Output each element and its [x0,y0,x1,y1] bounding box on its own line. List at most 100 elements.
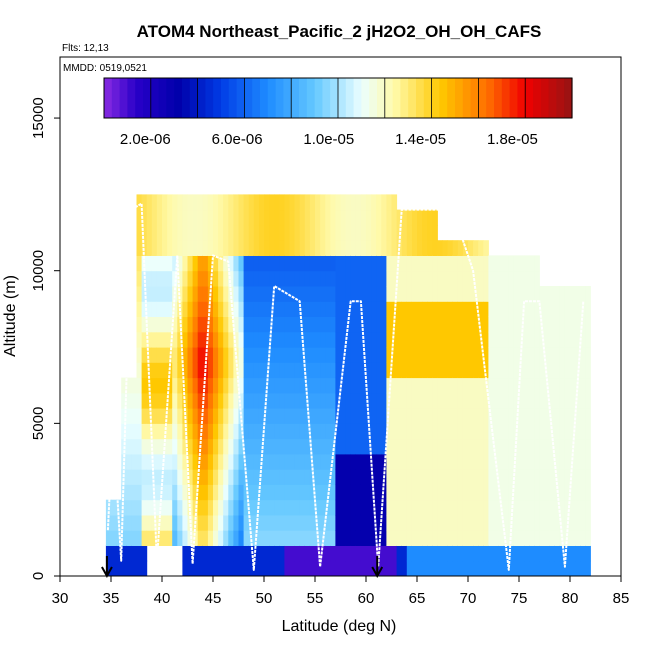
heat-cell [539,408,545,424]
heat-cell [447,331,454,348]
heat-cell [432,240,438,256]
heat-cell [406,270,413,287]
heat-cell [524,545,530,562]
heat-cell [253,270,260,287]
heat-cell [437,331,443,348]
heat-cell [269,530,275,546]
heat-cell [534,484,540,501]
heat-cell [294,530,301,546]
heat-cell [330,545,336,562]
heat-cell [131,453,137,470]
heat-cell [228,530,234,546]
heat-cell [187,316,194,333]
heat-cell [233,438,239,455]
heat-cell [524,362,530,379]
heat-cell [228,301,234,317]
heat-cell [279,514,285,531]
heat-cell [274,423,280,440]
heat-cell [564,499,571,516]
heat-cell [177,347,183,363]
heat-cell [432,499,438,516]
colorbar-swatch [384,78,394,118]
heat-cell [192,362,199,379]
heat-cell [447,545,454,562]
heat-cell [391,240,398,256]
heat-cell [320,377,326,394]
heat-cell [162,240,168,256]
heat-cell [427,408,433,424]
heat-cell [264,499,270,516]
heat-cell [172,331,178,348]
heat-cell [513,560,520,577]
heat-cell [197,255,204,272]
heat-cell [432,469,438,485]
heat-cell [427,224,433,241]
heat-cell [519,530,525,546]
heat-cell [529,545,535,562]
heat-cell [575,469,581,485]
heat-cell [391,194,398,211]
heat-cell [575,392,581,409]
heat-cell [299,453,306,470]
heat-cell [289,209,296,226]
heat-cell [376,423,382,440]
heat-cell [279,530,285,546]
colorbar-swatch [182,78,191,118]
heat-cell [559,499,566,516]
heat-cell [549,301,556,317]
heat-cell [213,209,219,226]
heat-cell [549,469,556,485]
heat-cell [513,331,520,348]
heat-cell [554,469,561,485]
y-tick-label: 15000 [30,97,47,139]
heat-cell [498,560,505,577]
heat-cell [330,469,336,485]
heat-cell [345,240,352,256]
heat-cell [478,362,484,379]
heat-cell [213,484,219,501]
heat-cell [213,530,219,546]
heat-cell [309,331,316,348]
heat-cell [182,560,188,577]
heat-cell [411,423,418,440]
heat-cell [304,545,311,562]
heat-cell [258,469,265,485]
heat-cell [360,224,367,241]
heat-cell [411,377,418,394]
heat-cell [320,469,326,485]
heat-cell [284,255,290,272]
heat-cell [452,453,459,470]
heat-cell [564,347,571,363]
heat-cell [564,316,571,333]
heat-cell [335,286,341,302]
heat-cell [126,423,132,440]
heat-cell [258,530,265,546]
heat-cell [151,514,158,531]
heat-cell [493,255,500,272]
heat-cell [462,377,469,394]
heat-cell [315,362,321,379]
heat-cell [218,560,224,577]
x-tick-label: 70 [460,590,477,607]
heat-cell [401,331,408,348]
heat-cell [360,469,367,485]
heat-cell [483,362,489,379]
heat-cell [468,545,474,562]
heat-cell [345,530,352,546]
heat-cell [432,224,438,241]
heat-cell [121,560,127,577]
heat-cell [187,499,194,516]
heat-cell [422,209,428,226]
colorbar-swatch [135,78,144,118]
heat-cell [284,301,290,317]
heat-cell [248,377,255,394]
heat-cell [202,331,209,348]
heat-cell [549,347,556,363]
colorbar-swatch [400,78,409,118]
heat-cell [371,301,377,317]
heat-cell [534,408,540,424]
heat-cell [320,224,326,241]
heat-cell [238,270,245,287]
heat-cell [248,194,255,211]
heat-cell [411,362,418,379]
